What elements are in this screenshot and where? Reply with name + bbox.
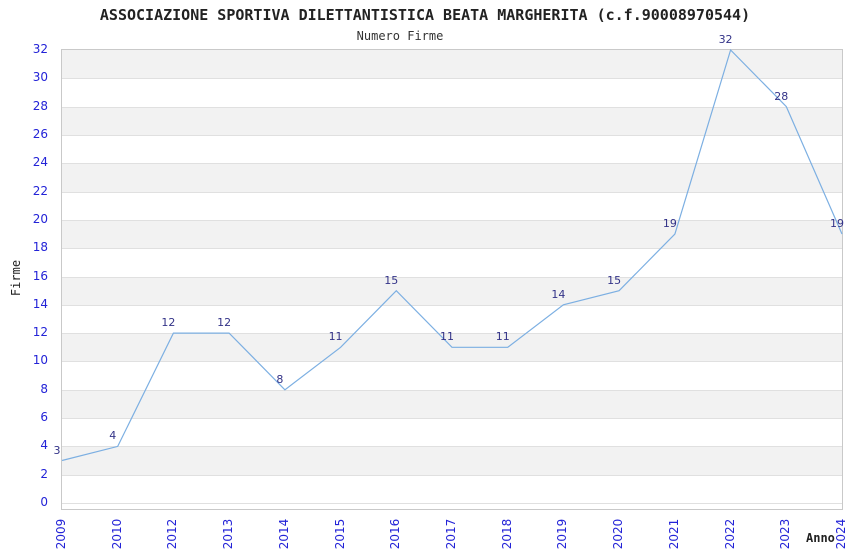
point-label: 12 bbox=[161, 316, 176, 330]
gridline bbox=[62, 219, 842, 221]
gridline bbox=[62, 446, 842, 448]
gridline bbox=[62, 474, 842, 476]
y-tick-label: 22 bbox=[32, 183, 48, 198]
x-tick-label: 2018 bbox=[499, 518, 514, 550]
gridline bbox=[62, 361, 842, 363]
y-tick-label: 6 bbox=[40, 410, 48, 425]
gridline bbox=[62, 248, 842, 250]
x-tick-label: 2013 bbox=[221, 518, 236, 550]
gridline bbox=[62, 78, 842, 80]
point-label: 15 bbox=[384, 273, 399, 287]
y-tick-label: 18 bbox=[32, 240, 48, 255]
x-tick-label: 2024 bbox=[834, 518, 848, 550]
y-tick-label: 20 bbox=[32, 211, 48, 226]
gridline bbox=[62, 418, 842, 420]
point-label: 19 bbox=[662, 217, 677, 231]
plot-band bbox=[62, 276, 842, 305]
plot-band bbox=[62, 163, 842, 192]
gridline bbox=[62, 333, 842, 335]
point-label: 32 bbox=[718, 33, 733, 46]
x-tick-label: 2020 bbox=[611, 518, 626, 550]
x-tick-label: 2019 bbox=[555, 518, 570, 550]
x-tick-label: 2017 bbox=[444, 518, 458, 550]
point-label: 11 bbox=[495, 330, 510, 344]
plot-band bbox=[62, 446, 842, 475]
gridline bbox=[62, 503, 842, 504]
x-tick-label: 2015 bbox=[332, 518, 347, 550]
x-tick-label: 2022 bbox=[722, 518, 737, 550]
gridline bbox=[62, 276, 842, 278]
x-tick-label: 2010 bbox=[109, 518, 124, 550]
point-label: 15 bbox=[607, 273, 622, 287]
y-tick-label: 30 bbox=[32, 70, 48, 85]
x-tick-label: 2012 bbox=[165, 518, 180, 550]
plot-band bbox=[62, 219, 842, 249]
y-tick-label: 24 bbox=[32, 155, 48, 170]
point-label: 4 bbox=[109, 429, 117, 443]
x-tick-label: 2014 bbox=[276, 518, 291, 550]
y-tick-label: 14 bbox=[32, 296, 48, 311]
plot-area bbox=[61, 48, 843, 510]
y-tick-label: 10 bbox=[32, 353, 48, 368]
point-label: 12 bbox=[217, 316, 232, 330]
chart-subtitle: Numero Firme bbox=[356, 29, 444, 43]
x-tick-label: 2009 bbox=[54, 518, 68, 550]
point-label: 3 bbox=[53, 443, 61, 457]
y-tick-label: 4 bbox=[40, 438, 48, 453]
x-tick-label: 2016 bbox=[388, 518, 403, 550]
y-tick-label: 32 bbox=[32, 42, 48, 56]
y-tick-label: 12 bbox=[32, 325, 48, 340]
y-tick-label: 2 bbox=[40, 466, 48, 481]
gridline bbox=[62, 389, 842, 391]
x-tick-label: 2021 bbox=[666, 518, 681, 550]
x-tick-label: 2023 bbox=[778, 518, 793, 550]
point-label: 14 bbox=[551, 287, 566, 301]
gridline bbox=[62, 134, 842, 136]
gridline bbox=[62, 191, 842, 193]
point-label: 8 bbox=[276, 372, 284, 386]
gridline bbox=[62, 304, 842, 306]
x-axis-label: Anno bbox=[806, 531, 835, 545]
y-tick-label: 28 bbox=[32, 98, 48, 113]
gridline bbox=[62, 163, 842, 165]
point-label: 19 bbox=[830, 217, 844, 231]
data-line bbox=[61, 48, 843, 462]
y-tick-label: 0 bbox=[40, 495, 48, 509]
gridline bbox=[62, 106, 842, 108]
chart-title: ASSOCIAZIONE SPORTIVA DILETTANTISTICA BE… bbox=[99, 6, 751, 24]
y-tick-label: 16 bbox=[32, 268, 48, 283]
plot-band bbox=[62, 389, 842, 419]
point-label: 11 bbox=[440, 330, 454, 344]
y-tick-label: 26 bbox=[32, 126, 48, 141]
point-label: 11 bbox=[328, 330, 343, 344]
plot-band bbox=[62, 50, 842, 79]
y-tick-label: 8 bbox=[40, 381, 48, 396]
point-label: 28 bbox=[774, 89, 789, 103]
